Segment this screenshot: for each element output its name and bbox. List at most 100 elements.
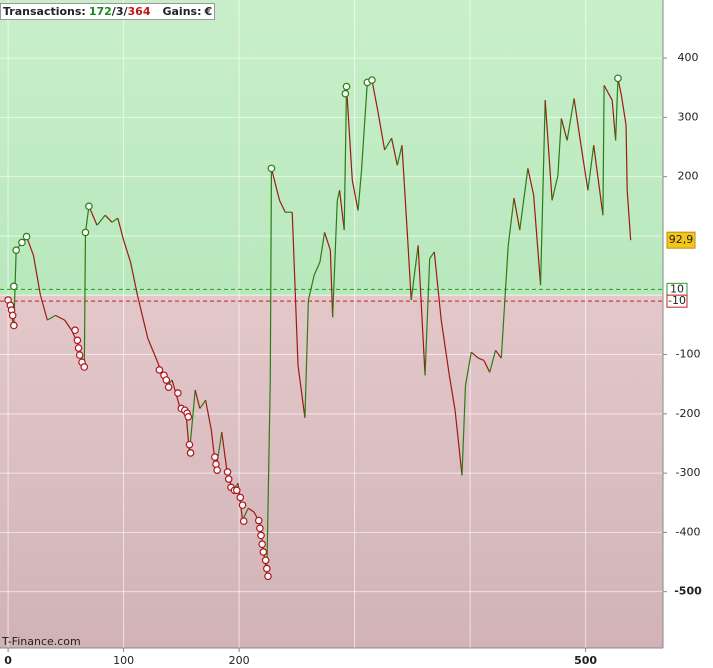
transaction-marker: [22, 232, 31, 241]
transaction-marker: [614, 74, 622, 83]
transaction-marker: [232, 486, 241, 495]
transaction-marker: [12, 246, 20, 254]
x-tick-label: 0: [4, 654, 12, 667]
transaction-marker: [267, 164, 276, 173]
reference-label: 10: [670, 282, 684, 295]
line-segment: [390, 138, 398, 166]
line-segment: [319, 232, 326, 263]
transaction-marker: [254, 516, 263, 525]
line-segment: [527, 168, 535, 196]
title-part: /: [123, 5, 128, 18]
title-part: Gains:: [162, 5, 202, 18]
line-segment: [454, 410, 463, 476]
line-segment: [371, 79, 379, 111]
line-segment: [566, 98, 575, 141]
line-segment: [560, 118, 568, 141]
line-segment: [401, 145, 409, 241]
line-segment: [297, 365, 306, 419]
line-segment: [307, 274, 315, 301]
transaction-marker: [256, 524, 264, 533]
y-tick-label: -100: [676, 348, 701, 361]
x-tick-label: 500: [574, 654, 597, 667]
line-segment: [332, 200, 338, 318]
line-segment: [513, 197, 521, 231]
y-tick-label: 400: [678, 51, 699, 64]
line-segment: [205, 400, 212, 431]
line-segment: [360, 82, 368, 171]
line-segment: [461, 385, 467, 476]
line-segment: [345, 86, 353, 181]
line-segment: [269, 168, 273, 381]
line-segment: [123, 239, 132, 263]
transaction-marker: [223, 468, 232, 476]
transaction-marker: [18, 238, 26, 247]
y-tick-label: -500: [674, 585, 702, 598]
transaction-marker: [341, 89, 350, 98]
line-segment: [603, 85, 613, 101]
line-segment: [47, 314, 56, 321]
transaction-marker: [186, 449, 195, 457]
title-part: Transactions:: [3, 5, 86, 18]
line-segment: [323, 232, 331, 251]
line-segment: [83, 232, 87, 367]
line-segment: [626, 190, 632, 241]
transaction-marker: [264, 572, 272, 581]
y-tick-label: -400: [676, 525, 701, 538]
transaction-marker: [75, 351, 84, 359]
transaction-marker: [257, 531, 265, 540]
line-segment: [602, 85, 605, 216]
line-segment: [147, 338, 156, 356]
line-segment: [477, 357, 485, 362]
line-segment: [448, 375, 456, 411]
transaction-marker: [80, 363, 89, 371]
line-segment: [519, 168, 529, 231]
line-segment: [587, 145, 595, 191]
transaction-marker: [212, 460, 220, 469]
transaction-marker: [184, 412, 193, 421]
transaction-marker: [164, 383, 173, 391]
transaction-marker: [239, 517, 248, 525]
last-value-label: 92,9: [669, 233, 694, 246]
y-tick-label: 200: [678, 170, 699, 183]
transaction-marker: [71, 326, 79, 335]
line-segment: [507, 197, 515, 246]
line-segment: [551, 175, 559, 201]
line-segment: [247, 507, 255, 513]
line-segment: [470, 351, 479, 359]
line-segment: [64, 319, 73, 331]
transaction-marker: [10, 321, 18, 330]
title-part: 364: [127, 5, 151, 18]
line-segment: [544, 100, 553, 201]
line-segment: [199, 399, 207, 409]
line-segment: [84, 206, 90, 233]
line-segment: [593, 145, 604, 216]
line-segment: [351, 180, 359, 211]
line-segment: [615, 78, 619, 141]
transaction-marker: [258, 540, 266, 549]
line-segment: [557, 118, 562, 176]
transaction-marker: [368, 76, 376, 84]
line-segment: [270, 168, 281, 201]
line-segment: [440, 320, 450, 376]
line-segment: [573, 98, 582, 146]
line-segment: [417, 245, 426, 376]
title-part: 172: [88, 5, 112, 18]
line-segment: [357, 170, 363, 211]
reference-label: -10: [668, 294, 686, 307]
transaction-marker: [162, 376, 171, 384]
transaction-marker: [211, 453, 219, 461]
transaction-marker: [213, 466, 221, 474]
reference-label-box: [666, 294, 688, 308]
line-segment: [433, 251, 442, 321]
y-tick-label: 300: [678, 110, 699, 123]
line-segment: [129, 261, 139, 296]
line-segment: [117, 218, 125, 241]
title: Transactions: 172/3/364 Gains: €: [0, 3, 216, 20]
line-segment: [194, 389, 201, 409]
title-part: 3: [115, 5, 124, 18]
line-segment: [410, 245, 419, 301]
x-tick-label: 200: [229, 654, 250, 667]
line-segment: [291, 212, 299, 366]
